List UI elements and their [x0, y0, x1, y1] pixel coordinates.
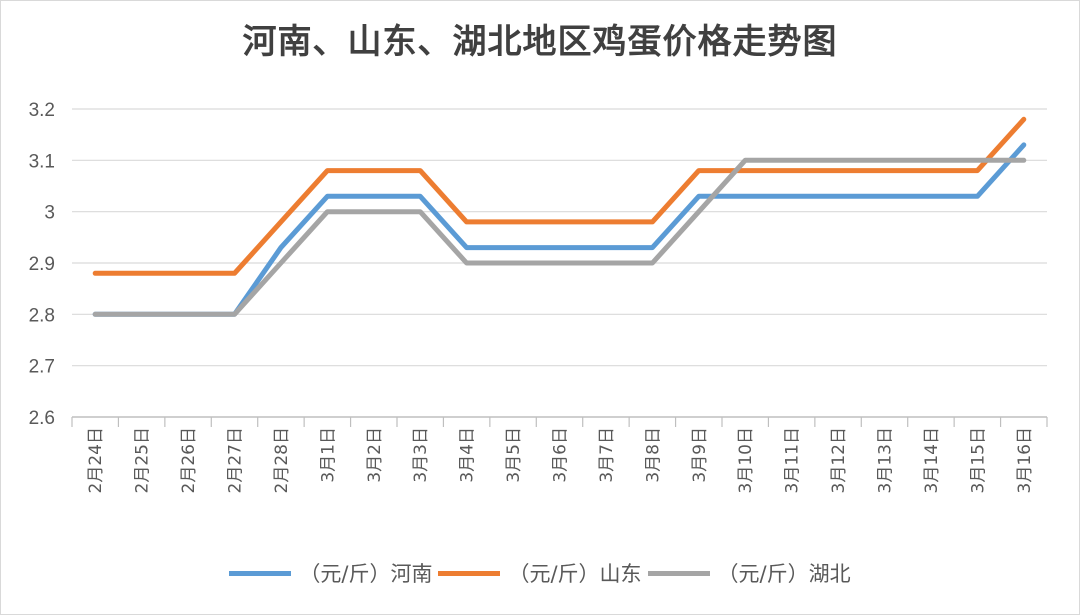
x-tick-label: 3月2日: [365, 427, 385, 483]
x-tick-label: 2月25日: [133, 427, 153, 493]
series-line-1: [92, 116, 1027, 276]
y-tick-label: 2.8: [29, 305, 55, 326]
y-tick-label: 3: [44, 203, 55, 224]
x-tick-label: 3月16日: [1015, 427, 1035, 493]
legend-item: （元/斤）山东: [438, 558, 642, 588]
x-tick-label: 3月7日: [597, 427, 617, 483]
x-tick-label: 3月3日: [411, 427, 431, 483]
series-line-0: [92, 142, 1027, 317]
legend-swatch: [647, 570, 710, 576]
x-tick-label: 3月9日: [690, 427, 710, 483]
series-lines: [92, 116, 1027, 317]
y-axis: 2.6 2.7 2.8 2.9 3 3.1 3.2: [29, 100, 55, 429]
y-tick-label: 2.9: [29, 254, 55, 275]
legend-label: （元/斤）湖北: [717, 562, 851, 586]
legend-label: （元/斤）山东: [508, 562, 642, 586]
x-tick-label: 3月4日: [458, 427, 478, 483]
x-tick-label: 3月15日: [968, 427, 988, 493]
x-tick-label: 3月1日: [318, 427, 338, 483]
y-tick-label: 3.1: [29, 151, 55, 172]
x-tick-label: 3月10日: [736, 427, 756, 493]
x-tick-label: 3月6日: [551, 427, 571, 483]
x-tick-label: 3月12日: [829, 427, 849, 493]
gridlines: [72, 108, 1047, 367]
legend-item: （元/斤）湖北: [647, 558, 851, 588]
series-line-2: [92, 157, 1027, 317]
legend: （元/斤）河南 （元/斤）山东 （元/斤）湖北: [0, 558, 1080, 588]
y-tick-label: 3.2: [29, 100, 55, 121]
legend-swatch: [229, 570, 292, 576]
legend-label: （元/斤）河南: [299, 562, 433, 586]
y-tick-label: 2.6: [29, 408, 55, 429]
x-tick-label: 3月14日: [922, 427, 942, 493]
legend-swatch: [438, 570, 501, 576]
x-tick-label: 3月8日: [643, 427, 663, 483]
x-tick-label: 3月11日: [783, 427, 803, 493]
chart-title: 河南、山东、湖北地区鸡蛋价格走势图: [242, 22, 838, 62]
x-tick-label: 2月26日: [179, 427, 199, 493]
x-tick-label: 2月27日: [226, 427, 246, 493]
x-tick-label: 3月5日: [504, 427, 524, 483]
legend-item: （元/斤）河南: [229, 558, 432, 588]
x-tick-label: 3月13日: [876, 427, 896, 493]
x-tick-label: 2月28日: [272, 427, 292, 493]
x-tick-label: 2月24日: [86, 427, 106, 493]
y-tick-label: 2.7: [29, 357, 55, 378]
x-axis: 2月24日 2月25日 2月26日 2月27日 2月28日 3月1日 3月2日 3月3日 3月4…: [71, 416, 1048, 493]
